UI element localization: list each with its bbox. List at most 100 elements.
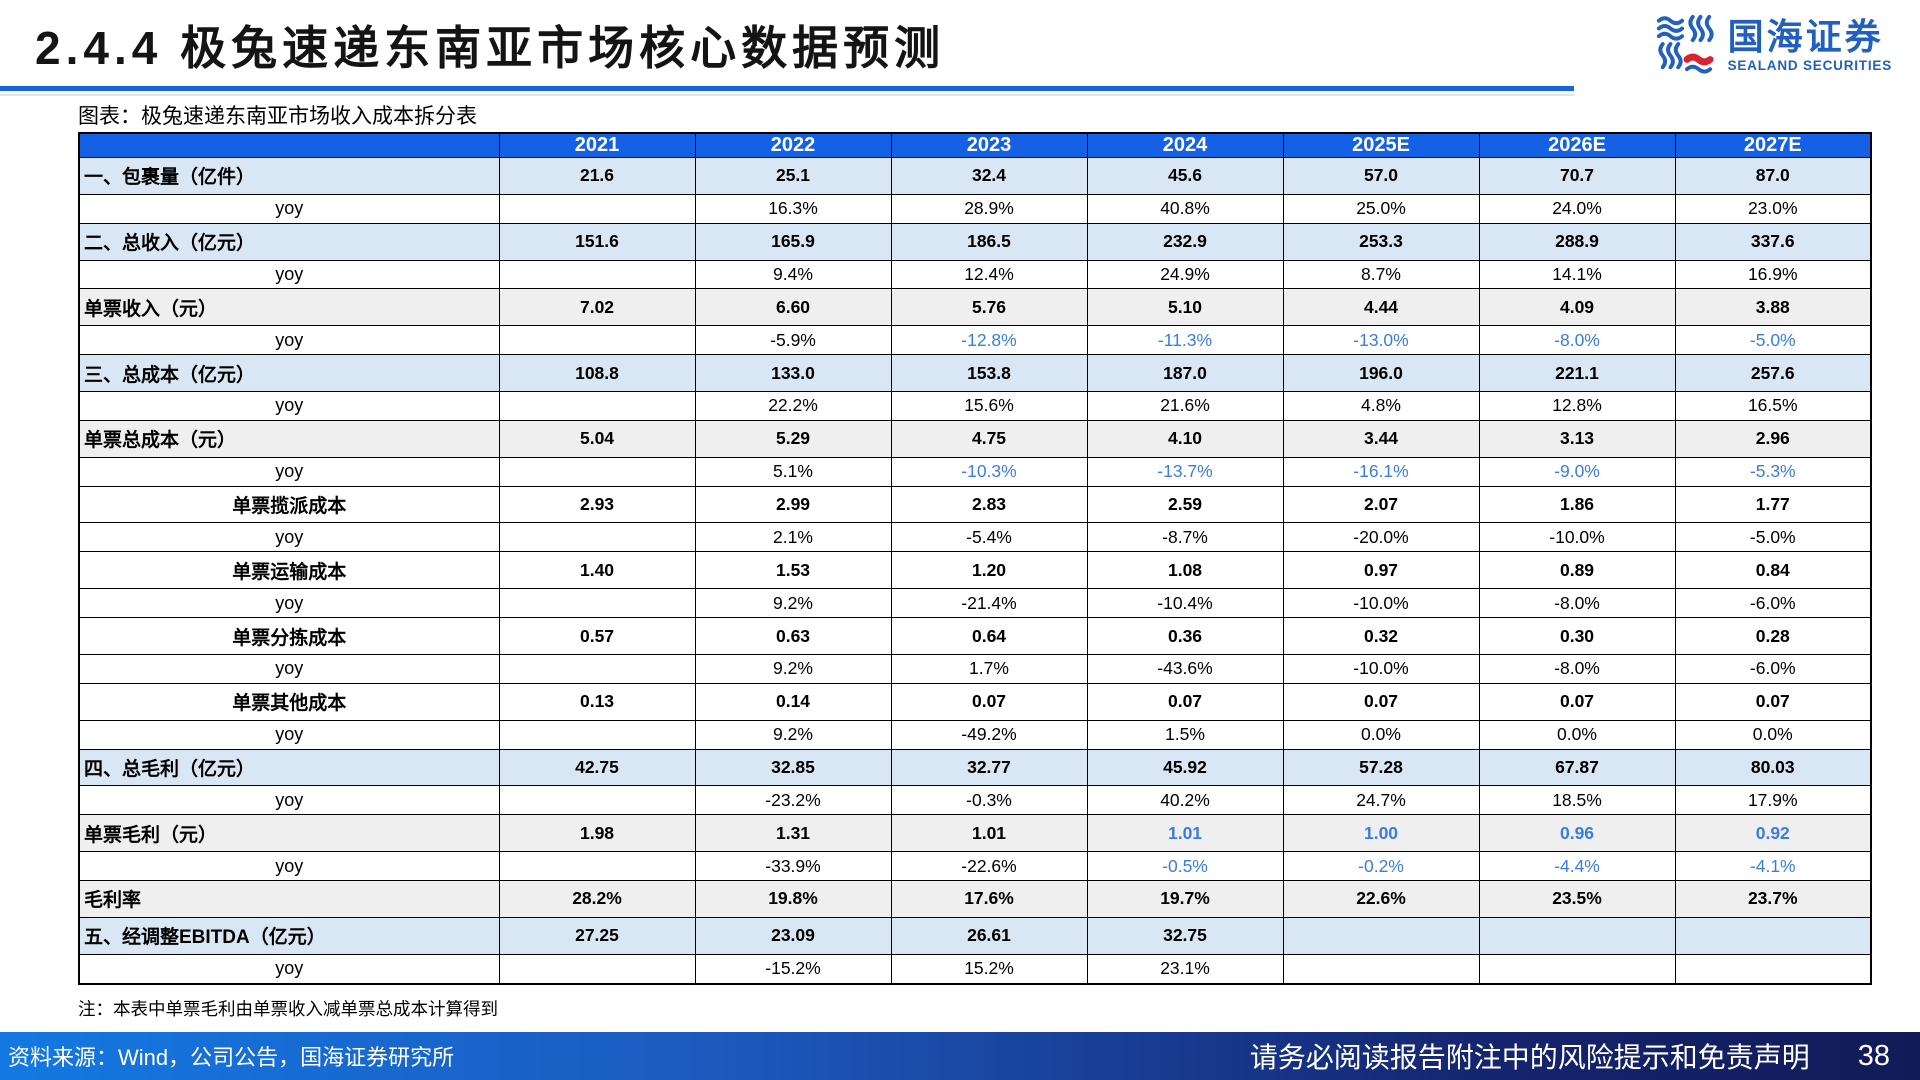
data-cell: -16.1%: [1282, 456, 1480, 487]
data-cell: 1.98: [498, 814, 696, 853]
data-cell: 1.53: [694, 551, 892, 590]
data-cell: 87.0: [1674, 157, 1872, 195]
data-cell: 9.2%: [694, 588, 892, 619]
row-label: yoy: [78, 391, 500, 421]
row-label: 单票总成本（元）: [78, 419, 500, 458]
data-cell: 0.0%: [1282, 719, 1480, 750]
row-label: 四、总毛利（亿元）: [78, 748, 500, 787]
data-cell: 22.2%: [694, 391, 892, 421]
data-cell: 12.4%: [890, 259, 1088, 290]
data-cell: -8.7%: [1086, 522, 1284, 553]
data-cell: 0.97: [1282, 551, 1480, 590]
data-cell: [1282, 916, 1480, 955]
data-cell: -23.2%: [694, 785, 892, 816]
data-cell: 0.57: [498, 617, 696, 655]
data-cell: -8.0%: [1478, 588, 1676, 619]
row-label: 单票收入（元）: [78, 288, 500, 327]
data-cell: -20.0%: [1282, 522, 1480, 553]
data-cell: 186.5: [890, 222, 1088, 261]
data-cell: 23.7%: [1674, 880, 1872, 918]
page-number: 38: [1857, 1039, 1890, 1072]
data-cell: 165.9: [694, 222, 892, 261]
row-label: yoy: [78, 456, 500, 487]
data-cell: 151.6: [498, 222, 696, 261]
data-cell: 5.29: [694, 419, 892, 458]
data-cell: [498, 785, 696, 816]
data-cell: -49.2%: [890, 719, 1088, 750]
data-cell: 25.0%: [1282, 193, 1480, 224]
data-cell: 1.08: [1086, 551, 1284, 590]
data-cell: 0.14: [694, 682, 892, 721]
data-cell: -8.0%: [1478, 653, 1676, 684]
data-cell: -10.4%: [1086, 588, 1284, 619]
data-cell: 45.92: [1086, 748, 1284, 787]
data-cell: 32.77: [890, 748, 1088, 787]
data-cell: 2.96: [1674, 419, 1872, 458]
row-label: 单票其他成本: [78, 682, 500, 721]
table-row: yoy 16.3% 28.9% 40.8% 25.0% 24.0% 23.0%: [78, 193, 1872, 224]
data-cell: 42.75: [498, 748, 696, 787]
data-cell: 4.44: [1282, 288, 1480, 327]
data-cell: 3.44: [1282, 419, 1480, 458]
data-cell: -0.3%: [890, 785, 1088, 816]
data-cell: 3.88: [1674, 288, 1872, 327]
logo-text-cn: 国海证券: [1727, 15, 1884, 57]
data-cell: 15.6%: [890, 391, 1088, 421]
data-cell: 27.25: [498, 916, 696, 955]
table-row: yoy 5.1% -10.3% -13.7% -16.1% -9.0% -5.3%: [78, 456, 1872, 487]
table-row: 单票揽派成本 2.93 2.99 2.83 2.59 2.07 1.86 1.77: [78, 485, 1872, 524]
data-cell: 1.01: [1086, 814, 1284, 853]
table-row: 二、总收入（亿元） 151.6 165.9 186.5 232.9 253.3 288.9 3…: [78, 222, 1872, 261]
data-cell: 14.1%: [1478, 259, 1676, 290]
data-cell: -0.5%: [1086, 851, 1284, 882]
data-cell: 21.6%: [1086, 391, 1284, 421]
data-cell: 0.30: [1478, 617, 1676, 655]
data-cell: 5.1%: [694, 456, 892, 487]
data-cell: 5.10: [1086, 288, 1284, 327]
data-cell: -13.7%: [1086, 456, 1284, 487]
data-cell: 0.63: [694, 617, 892, 655]
data-cell: 28.2%: [498, 880, 696, 918]
footnote: 注：本表中单票毛利由单票收入减单票总成本计算得到: [78, 999, 498, 1019]
data-cell: 1.20: [890, 551, 1088, 590]
data-cell: 5.04: [498, 419, 696, 458]
data-cell: 0.92: [1674, 814, 1872, 853]
data-cell: -5.0%: [1674, 522, 1872, 553]
data-cell: -5.4%: [890, 522, 1088, 553]
column-header: 2027E: [1674, 132, 1872, 158]
table-row: yoy -33.9% -22.6% -0.5% -0.2% -4.4% -4.1%: [78, 851, 1872, 882]
data-cell: 1.40: [498, 551, 696, 590]
data-cell: 288.9: [1478, 222, 1676, 261]
data-cell: 32.75: [1086, 916, 1284, 955]
data-cell: 2.59: [1086, 485, 1284, 524]
row-label: 二、总收入（亿元）: [78, 222, 500, 261]
data-cell: 0.64: [890, 617, 1088, 655]
data-cell: 108.8: [498, 354, 696, 393]
data-cell: 4.8%: [1282, 391, 1480, 421]
row-label: yoy: [78, 325, 500, 356]
table-row: 单票其他成本 0.13 0.14 0.07 0.07 0.07 0.07 0.07: [78, 682, 1872, 721]
data-cell: 23.1%: [1086, 953, 1284, 985]
data-cell: 16.5%: [1674, 391, 1872, 421]
data-cell: 0.13: [498, 682, 696, 721]
column-header: 2023: [890, 132, 1088, 158]
row-label: 五、经调整EBITDA（亿元）: [78, 916, 500, 955]
data-cell: 1.77: [1674, 485, 1872, 524]
data-cell: 0.0%: [1478, 719, 1676, 750]
data-cell: [1478, 916, 1676, 955]
forecast-table-container: 2021 2022 2023 2024 2025E 2026E 2027E 一、包裹量（亿件…: [78, 132, 1872, 985]
table-row: 一、包裹量（亿件） 21.6 25.1 32.4 45.6 57.0 70.7 87.0: [78, 157, 1872, 195]
data-cell: -11.3%: [1086, 325, 1284, 356]
data-cell: 0.0%: [1674, 719, 1872, 750]
data-cell: [498, 719, 696, 750]
data-cell: 2.93: [498, 485, 696, 524]
data-cell: 24.0%: [1478, 193, 1676, 224]
data-cell: 22.6%: [1282, 880, 1480, 918]
row-label: yoy: [78, 193, 500, 224]
data-cell: 133.0: [694, 354, 892, 393]
data-cell: 70.7: [1478, 157, 1676, 195]
data-cell: 40.2%: [1086, 785, 1284, 816]
row-label: yoy: [78, 259, 500, 290]
data-cell: 337.6: [1674, 222, 1872, 261]
sealand-logo-icon: [1654, 12, 1716, 79]
